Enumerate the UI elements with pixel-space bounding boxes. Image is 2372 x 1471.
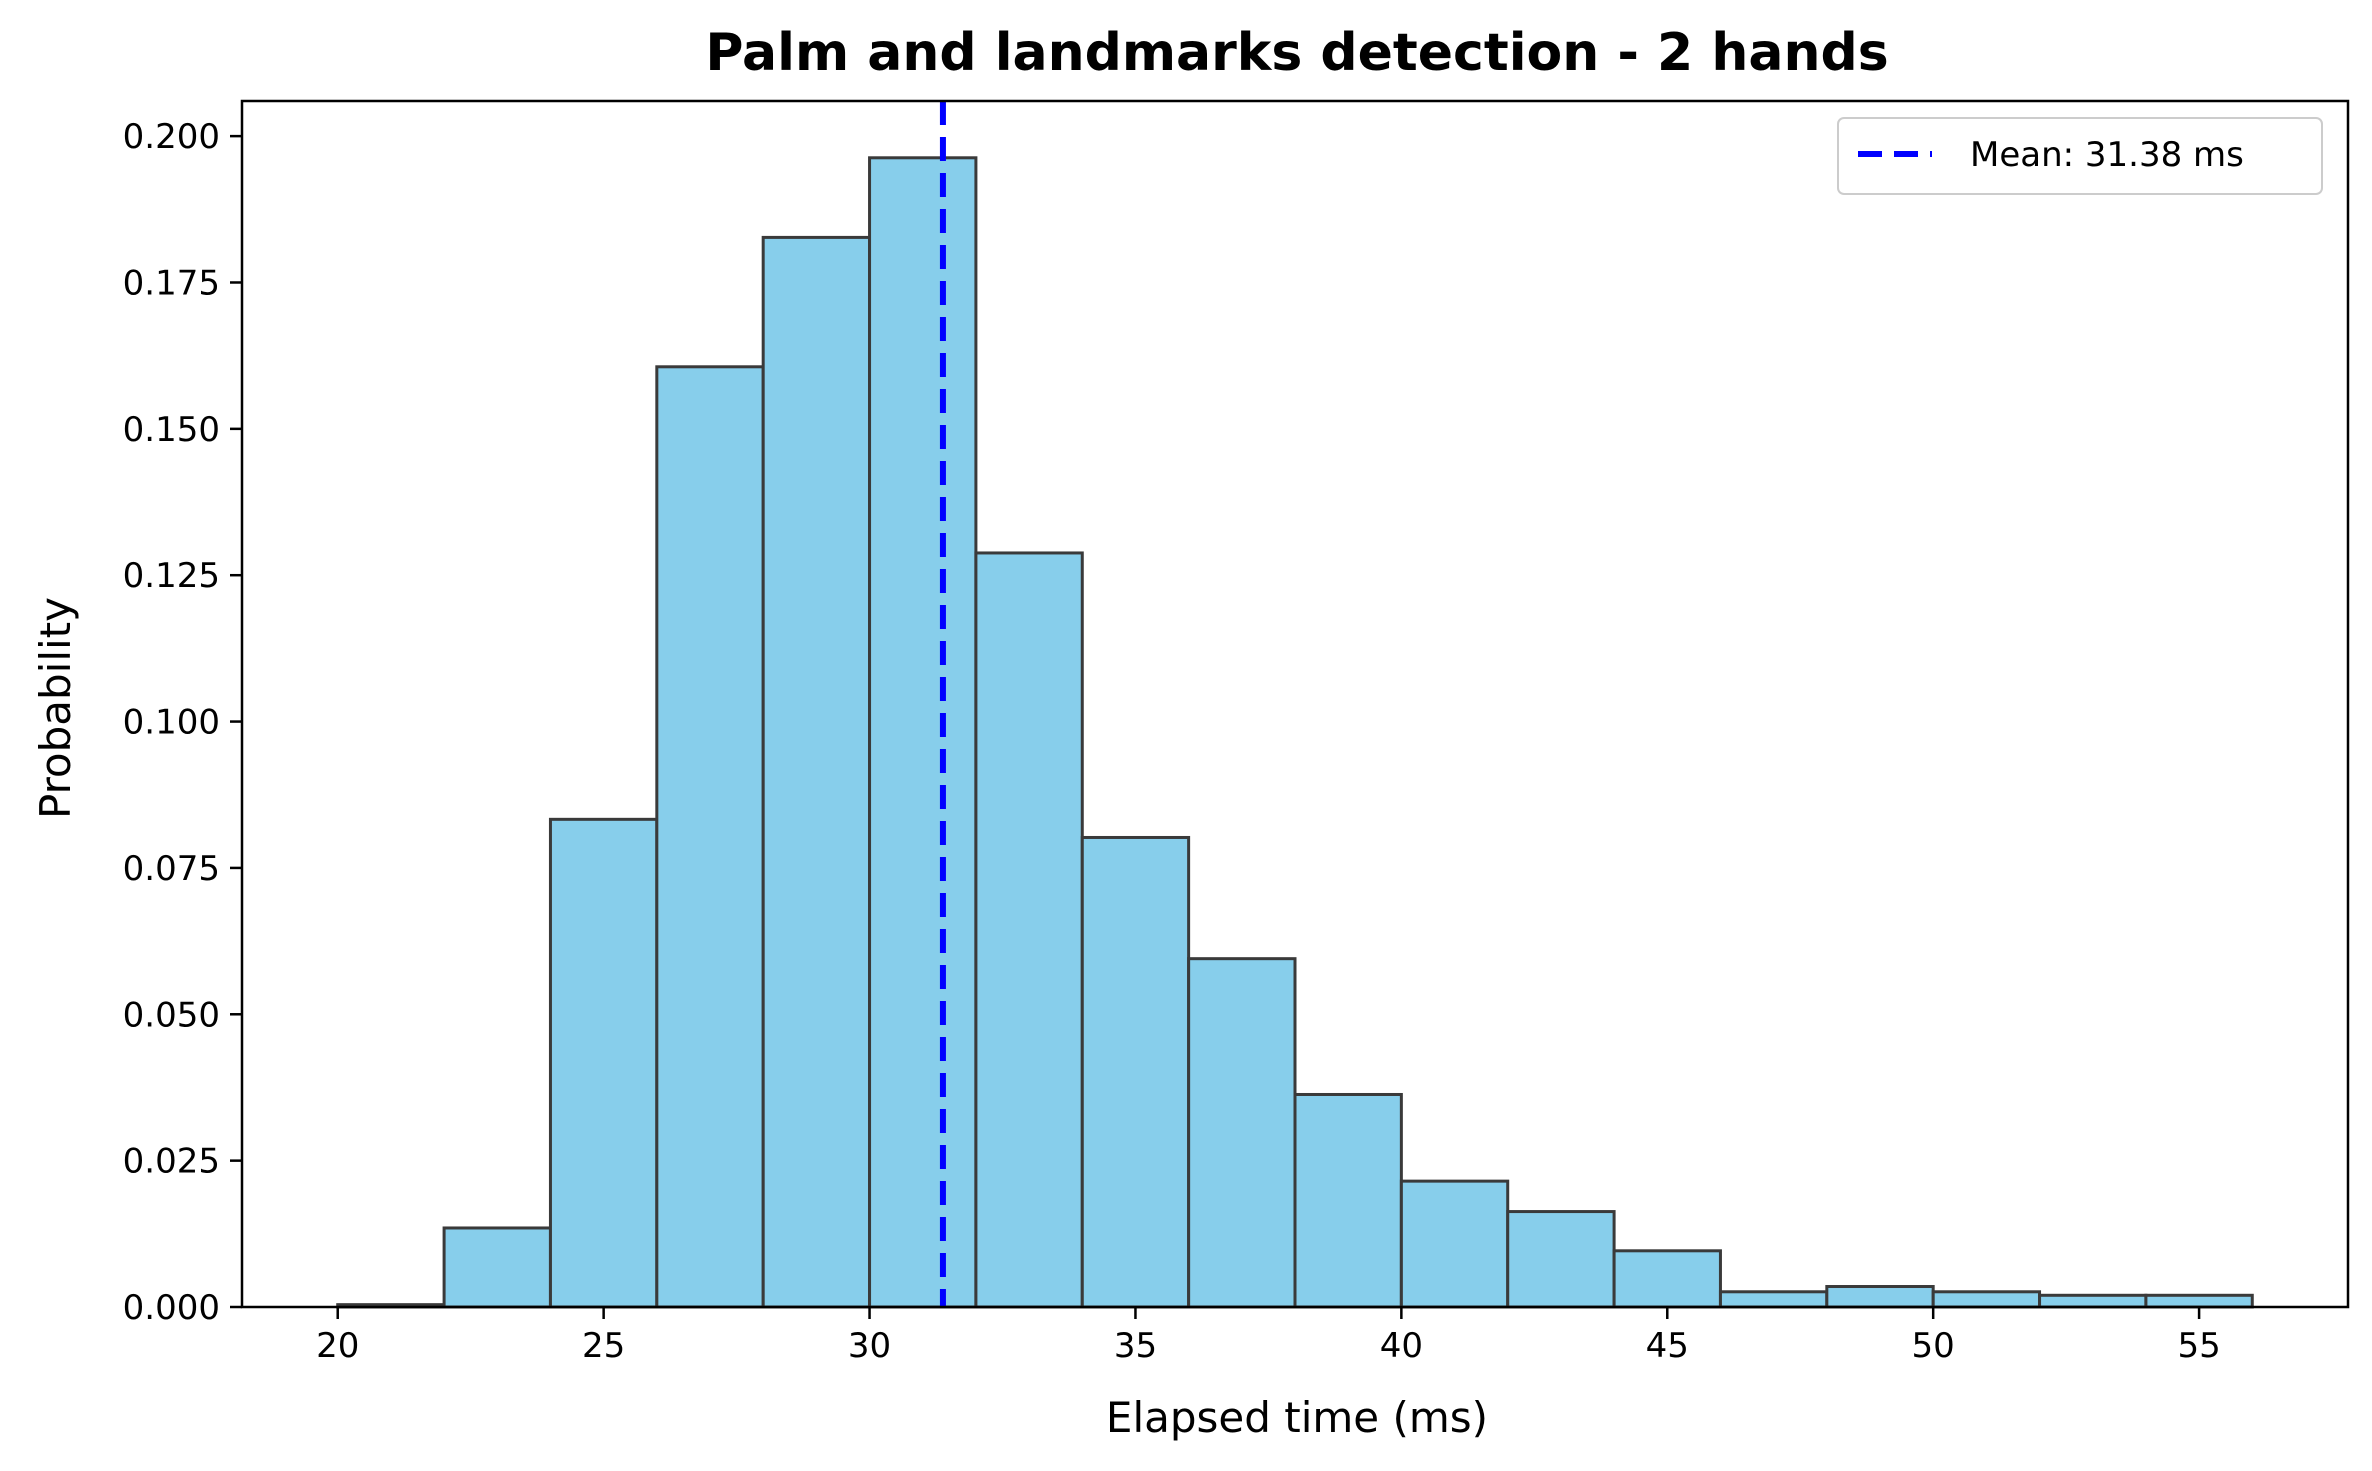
x-axis-ticks: 20 25 30 35 40 45 50 55 <box>316 1307 2221 1366</box>
histogram-bar <box>1718 1290 1829 1309</box>
y-axis-label: Probability <box>31 597 80 819</box>
histogram-bar <box>1506 1210 1616 1309</box>
histogram-bar <box>2038 1293 2148 1309</box>
histogram-bar <box>655 365 765 1309</box>
y-tick-label: 0.025 <box>123 1142 220 1182</box>
histogram-bar <box>1293 1092 1403 1309</box>
y-tick-label: 0.200 <box>123 117 220 157</box>
histogram-bar <box>2144 1293 2254 1309</box>
histogram-bar <box>974 551 1084 1309</box>
x-tick-label: 25 <box>582 1326 625 1366</box>
y-tick-label: 0.075 <box>123 849 220 889</box>
x-axis-label: Elapsed time (ms) <box>1106 1393 1488 1442</box>
histogram-bar <box>1080 835 1191 1309</box>
x-tick-label: 20 <box>316 1326 359 1366</box>
y-tick-label: 0.150 <box>123 410 220 450</box>
y-tick-label: 0.050 <box>123 995 220 1035</box>
plot-area-frame <box>240 99 2350 1309</box>
x-tick-label: 40 <box>1380 1326 1423 1366</box>
y-tick-label: 0.100 <box>123 703 220 743</box>
x-tick-label: 30 <box>848 1326 891 1366</box>
legend: Mean: 31.38 ms <box>1837 117 2323 195</box>
y-tick-label: 0.125 <box>123 556 220 596</box>
y-tick-label: 0.000 <box>123 1288 220 1328</box>
legend-mean-label: Mean: 31.38 ms <box>1970 135 2244 175</box>
chart-title: Palm and landmarks detection - 2 hands <box>705 23 1888 83</box>
histogram-bar <box>1825 1285 1935 1309</box>
histogram-bars <box>336 156 2254 1309</box>
x-tick-label: 55 <box>2177 1326 2220 1366</box>
histogram-bar <box>1399 1179 1510 1309</box>
x-tick-label: 50 <box>1912 1326 1955 1366</box>
histogram-bar <box>1187 957 1297 1309</box>
histogram-bar <box>761 235 872 1309</box>
x-tick-label: 45 <box>1646 1326 1689 1366</box>
legend-box <box>1837 117 2323 195</box>
histogram-bar <box>1612 1249 1722 1309</box>
histogram-bar <box>1931 1290 2042 1309</box>
histogram-bar <box>548 817 659 1309</box>
y-tick-label: 0.175 <box>123 263 220 303</box>
histogram-bar <box>442 1226 552 1309</box>
y-axis-ticks: 0.000 0.025 0.050 0.075 0.100 0.125 0.150 0.175… <box>123 117 242 1328</box>
x-tick-label: 35 <box>1114 1326 1157 1366</box>
histogram-bar <box>868 156 978 1309</box>
